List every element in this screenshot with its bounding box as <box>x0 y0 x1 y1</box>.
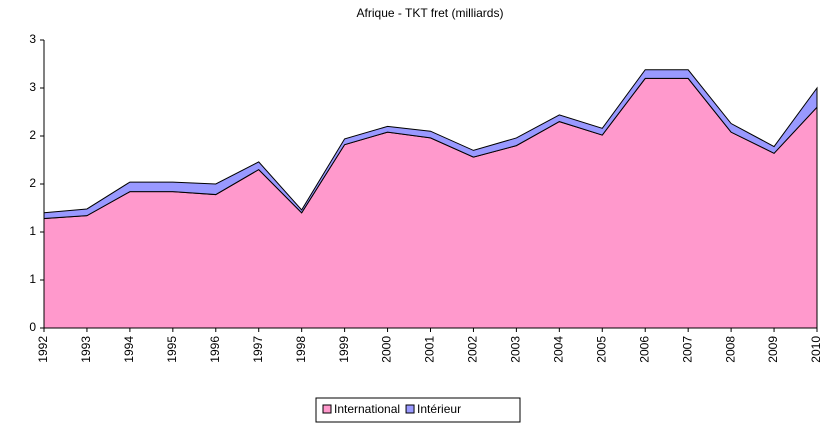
y-tick-label: 1 <box>29 224 36 238</box>
x-tick-label: 2001 <box>423 336 437 363</box>
x-tick-label: 1997 <box>251 336 265 363</box>
y-tick-label: 1 <box>29 272 36 286</box>
legend-swatch <box>322 404 332 414</box>
x-tick-label: 1999 <box>337 336 351 363</box>
x-tick-label: 2007 <box>680 336 694 363</box>
y-tick-label: 3 <box>29 80 36 94</box>
y-tick-label: 2 <box>29 128 36 142</box>
x-tick-label: 2002 <box>466 336 480 363</box>
x-tick-label: 1993 <box>79 336 93 363</box>
y-tick-label: 3 <box>29 32 36 46</box>
x-tick-label: 2010 <box>809 336 823 363</box>
legend-swatch <box>405 404 415 414</box>
x-tick-label: 1992 <box>36 336 50 363</box>
x-tick-label: 1996 <box>208 336 222 363</box>
x-tick-label: 1998 <box>294 336 308 363</box>
x-tick-label: 2003 <box>509 336 523 363</box>
area <box>43 77 818 329</box>
x-tick-label: 1994 <box>122 336 136 363</box>
y-tick-label: 0 <box>29 320 36 334</box>
x-tick-label: 2005 <box>594 336 608 363</box>
legend-box <box>315 397 521 423</box>
area <box>43 69 818 220</box>
x-tick-label: 2008 <box>723 336 737 363</box>
x-tick-label: 2000 <box>380 336 394 363</box>
x-tick-label: 1995 <box>165 336 179 363</box>
chart-title: Afrique - TKT fret (milliards) <box>357 6 504 20</box>
x-tick-label: 2009 <box>766 336 780 363</box>
legend-label: Intérieur <box>417 402 461 416</box>
y-tick-label: 2 <box>29 176 36 190</box>
legend-label: International <box>334 402 400 416</box>
x-tick-label: 2004 <box>552 336 566 363</box>
legend: International Intérieur <box>315 397 521 423</box>
x-tick-label: 2006 <box>637 336 651 363</box>
